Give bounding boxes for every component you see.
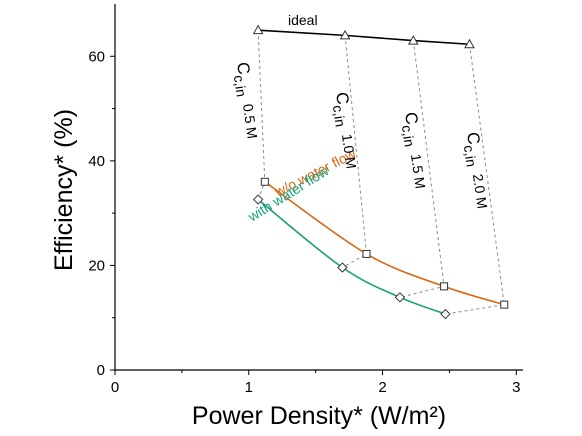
diamond-marker <box>440 308 451 320</box>
series-line <box>264 181 505 306</box>
chart-labels: Power Density* (W/m²) Efficiency* (%) id… <box>50 12 493 430</box>
conc-value: 1.0 M <box>339 133 360 170</box>
y-axis-title: Efficiency* (%) <box>50 109 78 271</box>
conc-value: 2.0 M <box>470 173 491 210</box>
y-tick-label: 60 <box>88 48 105 65</box>
concentration-connector <box>342 35 368 268</box>
conc-symbol: C <box>401 111 422 126</box>
diamond-marker <box>252 194 264 205</box>
triangle-marker <box>252 24 264 35</box>
concentration-label-2.0: Cc,in 2.0 M <box>459 131 493 211</box>
concentration-connectors <box>257 30 505 315</box>
y-tick-label: 0 <box>97 362 105 379</box>
concentration-label-0.5: Cc,in 0.5 M <box>229 61 263 141</box>
series-label-ideal: ideal <box>288 12 318 28</box>
diamond-marker <box>337 262 348 273</box>
svg-text:Cc,in1.0 M: Cc,in 1.0 M <box>328 91 362 171</box>
square-marker <box>500 300 509 309</box>
y-tick-label: 40 <box>88 153 105 170</box>
concentration-label-1.0: Cc,in 1.0 M <box>328 91 362 171</box>
axis-ticks: 0 1 2 3 0 20 40 60 <box>88 48 520 396</box>
square-marker <box>362 249 371 258</box>
series-line <box>257 198 446 315</box>
conc-symbol: C <box>463 131 484 146</box>
diamond-marker <box>394 292 406 303</box>
svg-text:Cc,in1.5 M: Cc,in 1.5 M <box>397 111 431 191</box>
conc-subscript: c,in <box>231 74 250 98</box>
axes <box>114 4 523 371</box>
x-axis-title: Power Density* (W/m²) <box>192 402 446 430</box>
x-tick-label: 3 <box>512 379 520 396</box>
conc-subscript: c,in <box>399 124 418 148</box>
conc-subscript: c,in <box>461 144 480 168</box>
conc-subscript: c,in <box>330 104 349 128</box>
conc-value: 1.5 M <box>408 153 429 190</box>
x-tick-label: 2 <box>378 379 386 396</box>
square-marker <box>440 282 449 291</box>
concentration-connector <box>257 30 266 200</box>
concentration-connector <box>445 44 505 315</box>
concentration-label-1.5: Cc,in 1.5 M <box>397 111 431 191</box>
x-tick-label: 0 <box>111 379 119 396</box>
series-line <box>258 29 470 46</box>
conc-symbol: C <box>233 61 254 76</box>
series-lines <box>257 29 505 315</box>
svg-text:Cc,in0.5 M: Cc,in 0.5 M <box>229 61 263 141</box>
series-markers <box>252 24 509 320</box>
y-tick-label: 20 <box>88 257 105 274</box>
svg-text:Cc,in2.0 M: Cc,in 2.0 M <box>459 131 493 211</box>
square-marker <box>260 177 269 186</box>
x-tick-label: 1 <box>245 379 253 396</box>
conc-value: 0.5 M <box>240 103 261 140</box>
series-label-with-water-flow: with water flow <box>244 162 332 225</box>
triangle-marker <box>339 29 351 40</box>
conc-symbol: C <box>332 91 353 106</box>
triangle-marker <box>407 35 419 45</box>
triangle-marker <box>464 38 475 49</box>
